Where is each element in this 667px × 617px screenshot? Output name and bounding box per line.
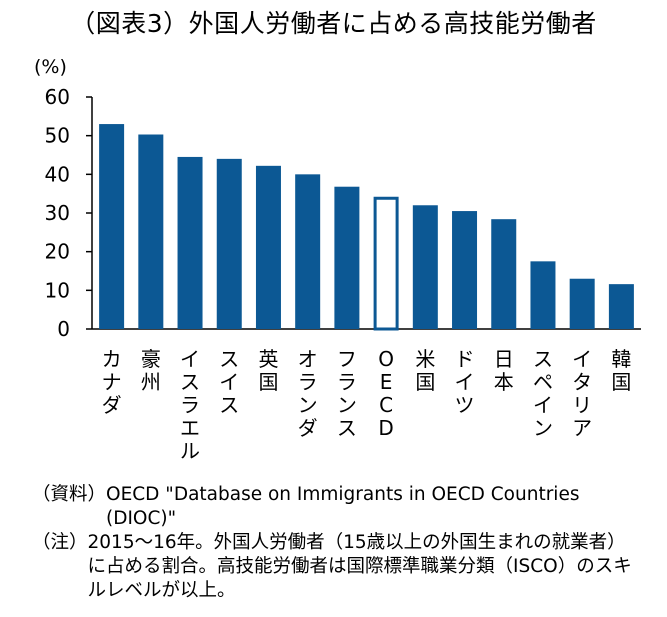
bar <box>99 124 125 329</box>
y-axis-unit: (%) <box>34 56 67 78</box>
x-tick-label: イスラエル <box>180 347 200 463</box>
y-tick-label: 0 <box>57 317 70 341</box>
bar <box>216 158 242 329</box>
x-tick-label: スペイン <box>533 347 553 440</box>
footnote: （注） 2015～16年。外国人労働者（15歳以上の外国生まれの就業者）に占める… <box>32 531 642 603</box>
bar-highlight <box>373 196 399 331</box>
bar <box>569 278 595 329</box>
x-tick-label: カナダ <box>102 347 122 417</box>
x-tick-label: フランス <box>337 347 357 440</box>
chart-notes: （資料） OECD "Database on Immigrants in OEC… <box>32 483 642 603</box>
chart-title: （図表3）外国人労働者に占める高技能労働者 <box>70 9 597 38</box>
x-tick-label: ドイツ <box>455 347 475 417</box>
bar <box>177 156 203 329</box>
source-label: （資料） <box>32 484 107 505</box>
bar <box>608 284 634 329</box>
x-tick-label: オランダ <box>298 347 318 440</box>
footnote-label: （注） <box>32 532 88 553</box>
y-tick-label: 20 <box>45 240 70 264</box>
y-tick-label: 60 <box>45 85 70 109</box>
bar <box>452 211 478 329</box>
x-tick-label: イタリア <box>572 347 592 440</box>
bar <box>295 174 321 329</box>
y-tick-label: 50 <box>45 124 70 148</box>
bar <box>334 186 360 329</box>
x-tick-label: スイス <box>219 347 239 417</box>
bar <box>412 205 438 329</box>
bar <box>138 134 164 329</box>
y-tick-label: 10 <box>45 278 70 302</box>
x-tick-label: 米国 <box>415 347 435 394</box>
bar <box>530 261 556 329</box>
source-note: （資料） OECD "Database on Immigrants in OEC… <box>32 483 642 531</box>
y-tick-label: 30 <box>45 201 70 225</box>
x-tick-label: 豪州 <box>141 347 161 394</box>
x-tick-label: 韓国 <box>611 347 631 394</box>
source-text: OECD "Database on Immigrants in OECD Cou… <box>106 484 580 529</box>
bar <box>491 219 517 329</box>
bar <box>255 165 281 329</box>
y-tick-label: 40 <box>45 162 70 186</box>
x-tick-label: 日本 <box>494 347 514 394</box>
footnote-text: 2015～16年。外国人労働者（15歳以上の外国生まれの就業者）に占める割合。高… <box>87 532 632 601</box>
x-tick-label: 英国 <box>258 347 278 394</box>
